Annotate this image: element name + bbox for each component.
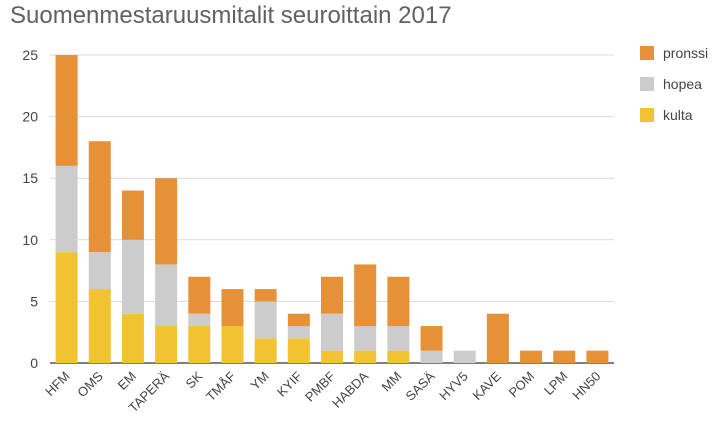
- bar-pronssi-sasä: [420, 326, 443, 351]
- bar-kulta-hfm: [55, 252, 78, 363]
- bar-kulta-pmbf: [321, 350, 343, 363]
- legend-swatch-hopea: [640, 77, 654, 91]
- bar-hopea-hfm: [55, 165, 78, 253]
- bar-kulta-ym: [254, 338, 277, 363]
- bar-kulta-taperä: [155, 326, 178, 363]
- x-tick-label: KAVE: [470, 368, 505, 403]
- bar-pronssi-hfm: [55, 55, 78, 166]
- bar-pronssi-pmbf: [321, 276, 343, 314]
- x-tick-label: SASÄ: [403, 368, 438, 403]
- bar-pronssi-kyif: [287, 313, 310, 327]
- x-tick-label: HABDA: [329, 368, 372, 411]
- bar-kulta-mm: [387, 350, 410, 363]
- x-tick-label: POM: [506, 369, 538, 401]
- bar-pronssi-ym: [254, 289, 277, 302]
- legend-label-pronssi: pronssi: [663, 45, 708, 61]
- bar-hopea-sasä: [420, 350, 443, 363]
- bar-kulta-kyif: [287, 338, 310, 363]
- x-tick-label: MM: [379, 369, 405, 395]
- bar-pronssi-mm: [387, 276, 410, 327]
- bar-hopea-mm: [387, 326, 410, 351]
- bar-hopea-pmbf: [321, 313, 343, 351]
- bar-kulta-oms: [88, 289, 111, 363]
- legend-label-kulta: kulta: [663, 107, 693, 123]
- bar-pronssi-pom: [520, 350, 543, 363]
- bar-hopea-ym: [254, 301, 277, 339]
- bar-kulta-em: [121, 313, 144, 363]
- x-tick-label: TMÅF: [203, 368, 239, 404]
- bar-hopea-habda: [354, 326, 377, 351]
- bar-hopea-taperä: [155, 264, 178, 327]
- bar-pronssi-hn50: [586, 350, 609, 363]
- bar-pronssi-tmåf: [221, 289, 244, 327]
- bar-hopea-hyv5: [453, 350, 476, 363]
- y-tick-label: 0: [30, 355, 38, 371]
- bar-kulta-tmåf: [221, 326, 244, 363]
- x-tick-label: SK: [183, 368, 206, 391]
- bar-pronssi-kave: [486, 313, 509, 363]
- x-tick-label: EM: [115, 369, 139, 393]
- bars: [55, 55, 609, 363]
- bar-hopea-sk: [188, 313, 211, 327]
- y-tick-label: 20: [22, 109, 38, 125]
- x-tick-label: OMS: [74, 368, 106, 400]
- bar-pronssi-habda: [354, 264, 377, 327]
- bar-pronssi-taperä: [155, 178, 178, 265]
- x-tick-label: HN50: [569, 369, 603, 403]
- legend-swatch-pronssi: [640, 46, 654, 60]
- y-tick-label: 25: [22, 47, 38, 63]
- y-axis-ticks: 0 5 10 15 20 25: [22, 47, 38, 371]
- y-tick-label: 15: [22, 170, 38, 186]
- y-tick-label: 10: [22, 232, 38, 248]
- bar-pronssi-oms: [88, 141, 111, 253]
- bar-kulta-habda: [354, 350, 377, 363]
- bar-hopea-kyif: [287, 326, 310, 339]
- x-tick-label: KYIF: [274, 368, 305, 399]
- bar-pronssi-sk: [188, 276, 211, 314]
- bar-hopea-em: [121, 239, 144, 314]
- chart-title: Suomenmestaruusmitalit seuroittain 2017: [10, 2, 452, 29]
- legend-swatch-kulta: [640, 108, 654, 122]
- x-tick-label: HFM: [42, 369, 73, 400]
- x-tick-label: YM: [247, 369, 271, 393]
- bar-hopea-oms: [88, 252, 111, 290]
- bar-pronssi-lpm: [553, 350, 576, 363]
- legend-label-hopea: hopea: [663, 76, 702, 92]
- x-tick-label: LPM: [541, 369, 571, 399]
- x-tick-label: HYV5: [436, 369, 471, 404]
- legend: pronssi hopea kulta: [640, 45, 708, 123]
- bar-pronssi-em: [121, 190, 144, 240]
- bar-kulta-sk: [188, 326, 211, 363]
- y-tick-label: 5: [30, 293, 38, 309]
